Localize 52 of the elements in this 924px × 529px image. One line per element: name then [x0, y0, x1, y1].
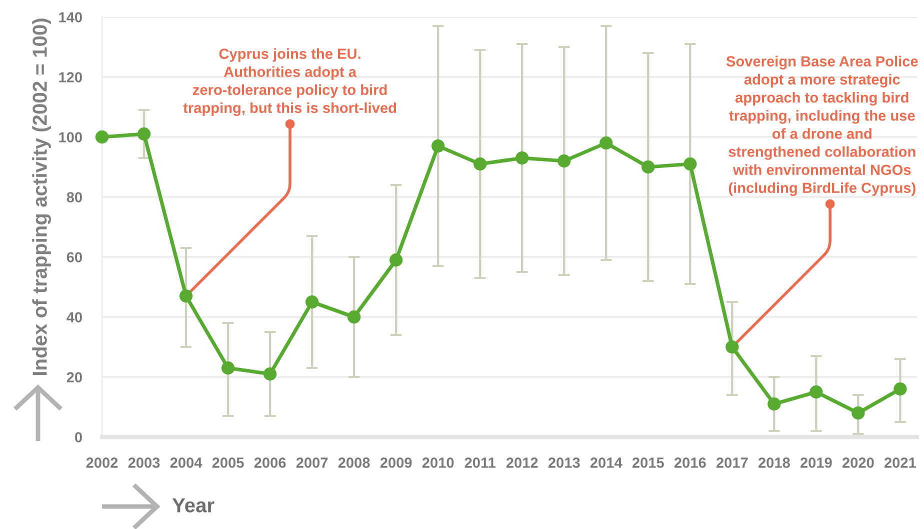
x-tick-label: 2018	[758, 458, 790, 468]
y-tick-label: 40	[66, 312, 82, 322]
point	[431, 139, 445, 153]
point	[473, 157, 487, 171]
point	[768, 397, 781, 411]
x-tick-label: 2012	[506, 458, 538, 468]
x-tick-label: 2011	[464, 458, 496, 468]
point	[221, 361, 235, 375]
y-tick-label: 100	[59, 132, 82, 142]
x-tick-label: 2004	[170, 458, 202, 468]
x-tick-label: 2005	[212, 458, 244, 468]
point	[305, 295, 319, 309]
point	[389, 253, 403, 267]
y-tick-label: 80	[66, 192, 82, 202]
x-tick-label: 2007	[296, 458, 328, 468]
x-tick-label: 2016	[674, 458, 706, 468]
x-tick-label: 2008	[338, 458, 370, 468]
x-axis-title: Year	[172, 498, 214, 512]
x-tick-label: 2013	[548, 458, 580, 468]
x-tick-label: 2003	[128, 458, 160, 468]
x-tick-label: 2009	[380, 458, 412, 468]
point	[516, 151, 529, 165]
x-tick-label: 2015	[632, 458, 664, 468]
point	[600, 136, 613, 150]
y-tick-label: 140	[59, 12, 82, 22]
x-tick-label: 2014	[590, 458, 622, 468]
y-tick-label: 0	[75, 432, 82, 442]
point	[726, 340, 739, 354]
annotation: Sovereign Base Area Police adopt a more strategic approach to tackling bird trapping, including the use of a drone and strengthened collaboration with environmental NGOs (including BirdLife Cyprus)	[726, 56, 918, 196]
x-tick-label: 2019	[800, 458, 832, 468]
point	[684, 157, 697, 171]
point	[810, 385, 823, 399]
point	[263, 367, 277, 381]
x-tick-label: 2010	[422, 458, 454, 468]
point	[347, 310, 361, 324]
point	[558, 154, 571, 168]
x-tick-label: 2002	[86, 458, 118, 468]
x-tick-label: 2020	[842, 458, 874, 468]
point	[95, 130, 109, 144]
point	[852, 406, 865, 420]
y-tick-label: 120	[59, 72, 82, 82]
annotation: Cyprus joins the EU. Authorities adopt a zero-tolerance policy to bird trapping, but this is short-lived	[183, 48, 396, 116]
x-tick-label: 2006	[254, 458, 286, 468]
x-tick-label: 2021	[884, 458, 916, 468]
x-tick-label: 2017	[716, 458, 748, 468]
y-tick-label: 60	[66, 252, 82, 262]
y-tick-label: 20	[66, 372, 82, 382]
point	[642, 160, 655, 174]
point	[894, 382, 907, 396]
point	[137, 127, 151, 141]
point	[179, 289, 193, 303]
y-axis-title: Index of trapping activity (2002 = 100)	[32, 18, 51, 375]
